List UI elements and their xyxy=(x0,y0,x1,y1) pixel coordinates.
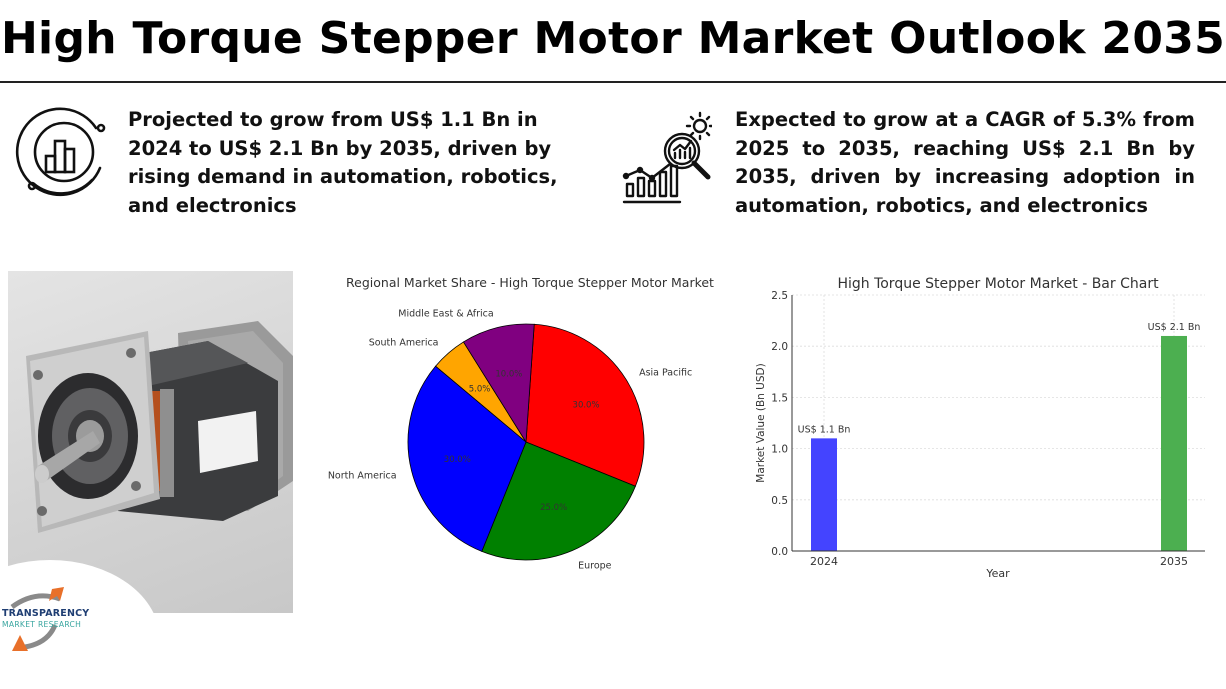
x-axis-label: Year xyxy=(985,567,1010,580)
bar-chart-circle-icon xyxy=(15,107,106,197)
pie-chart-title: Regional Market Share - High Torque Step… xyxy=(346,275,714,290)
y-tick-label: 1.0 xyxy=(771,444,788,456)
pie-slice-percent: 30.0% xyxy=(573,400,600,410)
company-logo-swoosh-icon xyxy=(10,587,64,651)
pie-slice-label: Asia Pacific xyxy=(639,367,692,378)
pie-slice-percent: 30.0% xyxy=(444,455,471,465)
y-tick-label: 0.5 xyxy=(771,495,788,507)
pie-slice xyxy=(462,323,535,444)
header-divider xyxy=(0,81,1226,83)
pie-slice-percent: 25.0% xyxy=(540,503,567,513)
pie-slice-label: Middle East & Africa xyxy=(398,309,493,320)
bar-chart-title: High Torque Stepper Motor Market - Bar C… xyxy=(837,276,1159,292)
pie-slice-percent: 10.0% xyxy=(495,369,522,379)
y-tick-label: 2.5 xyxy=(771,290,788,302)
pie-slice xyxy=(481,441,636,561)
bar xyxy=(1161,335,1187,551)
stepper-motor-photo xyxy=(8,271,293,613)
stat-growth-projection: Projected to grow from US$ 1.1 Bn in 202… xyxy=(128,108,558,217)
y-axis-label: Market Value (Bn USD) xyxy=(755,363,767,482)
pie-slice-label: Europe xyxy=(578,561,612,572)
logo-name: TRANSPARENCY xyxy=(2,608,90,619)
bar xyxy=(811,438,837,551)
stat-cagr: Expected to grow at a CAGR of 5.3% from … xyxy=(735,108,1195,217)
pie-slice-label: North America xyxy=(328,470,397,481)
bar-value-label: US$ 2.1 Bn xyxy=(1148,322,1201,333)
regional-share-pie-chart: 30.0% Asia Pacific 25.0% Europe 30.0% North A… xyxy=(328,309,692,572)
page-title: High Torque Stepper Motor Market Outlook… xyxy=(0,13,1226,64)
growth-analysis-magnifier-icon xyxy=(622,111,712,204)
y-tick-label: 1.5 xyxy=(771,392,788,404)
y-tick-label: 0.0 xyxy=(771,546,788,558)
pie-slice xyxy=(525,323,645,487)
logo-subtitle: MARKET RESEARCH xyxy=(2,620,82,629)
pie-slice-label: South America xyxy=(369,337,439,348)
pie-slice xyxy=(407,365,527,552)
y-tick-label: 2.0 xyxy=(771,341,788,353)
x-tick-label: 2024 xyxy=(810,555,838,568)
pie-slice-percent: 5.0% xyxy=(469,385,491,395)
x-tick-label: 2035 xyxy=(1160,555,1188,568)
bar-value-label: US$ 1.1 Bn xyxy=(798,424,851,435)
market-value-bar-chart: 0.0 0.5 1.0 1.5 2.0 2.5 US$ 1.1 Bn 2024 US$ 2.1 … xyxy=(755,290,1205,580)
